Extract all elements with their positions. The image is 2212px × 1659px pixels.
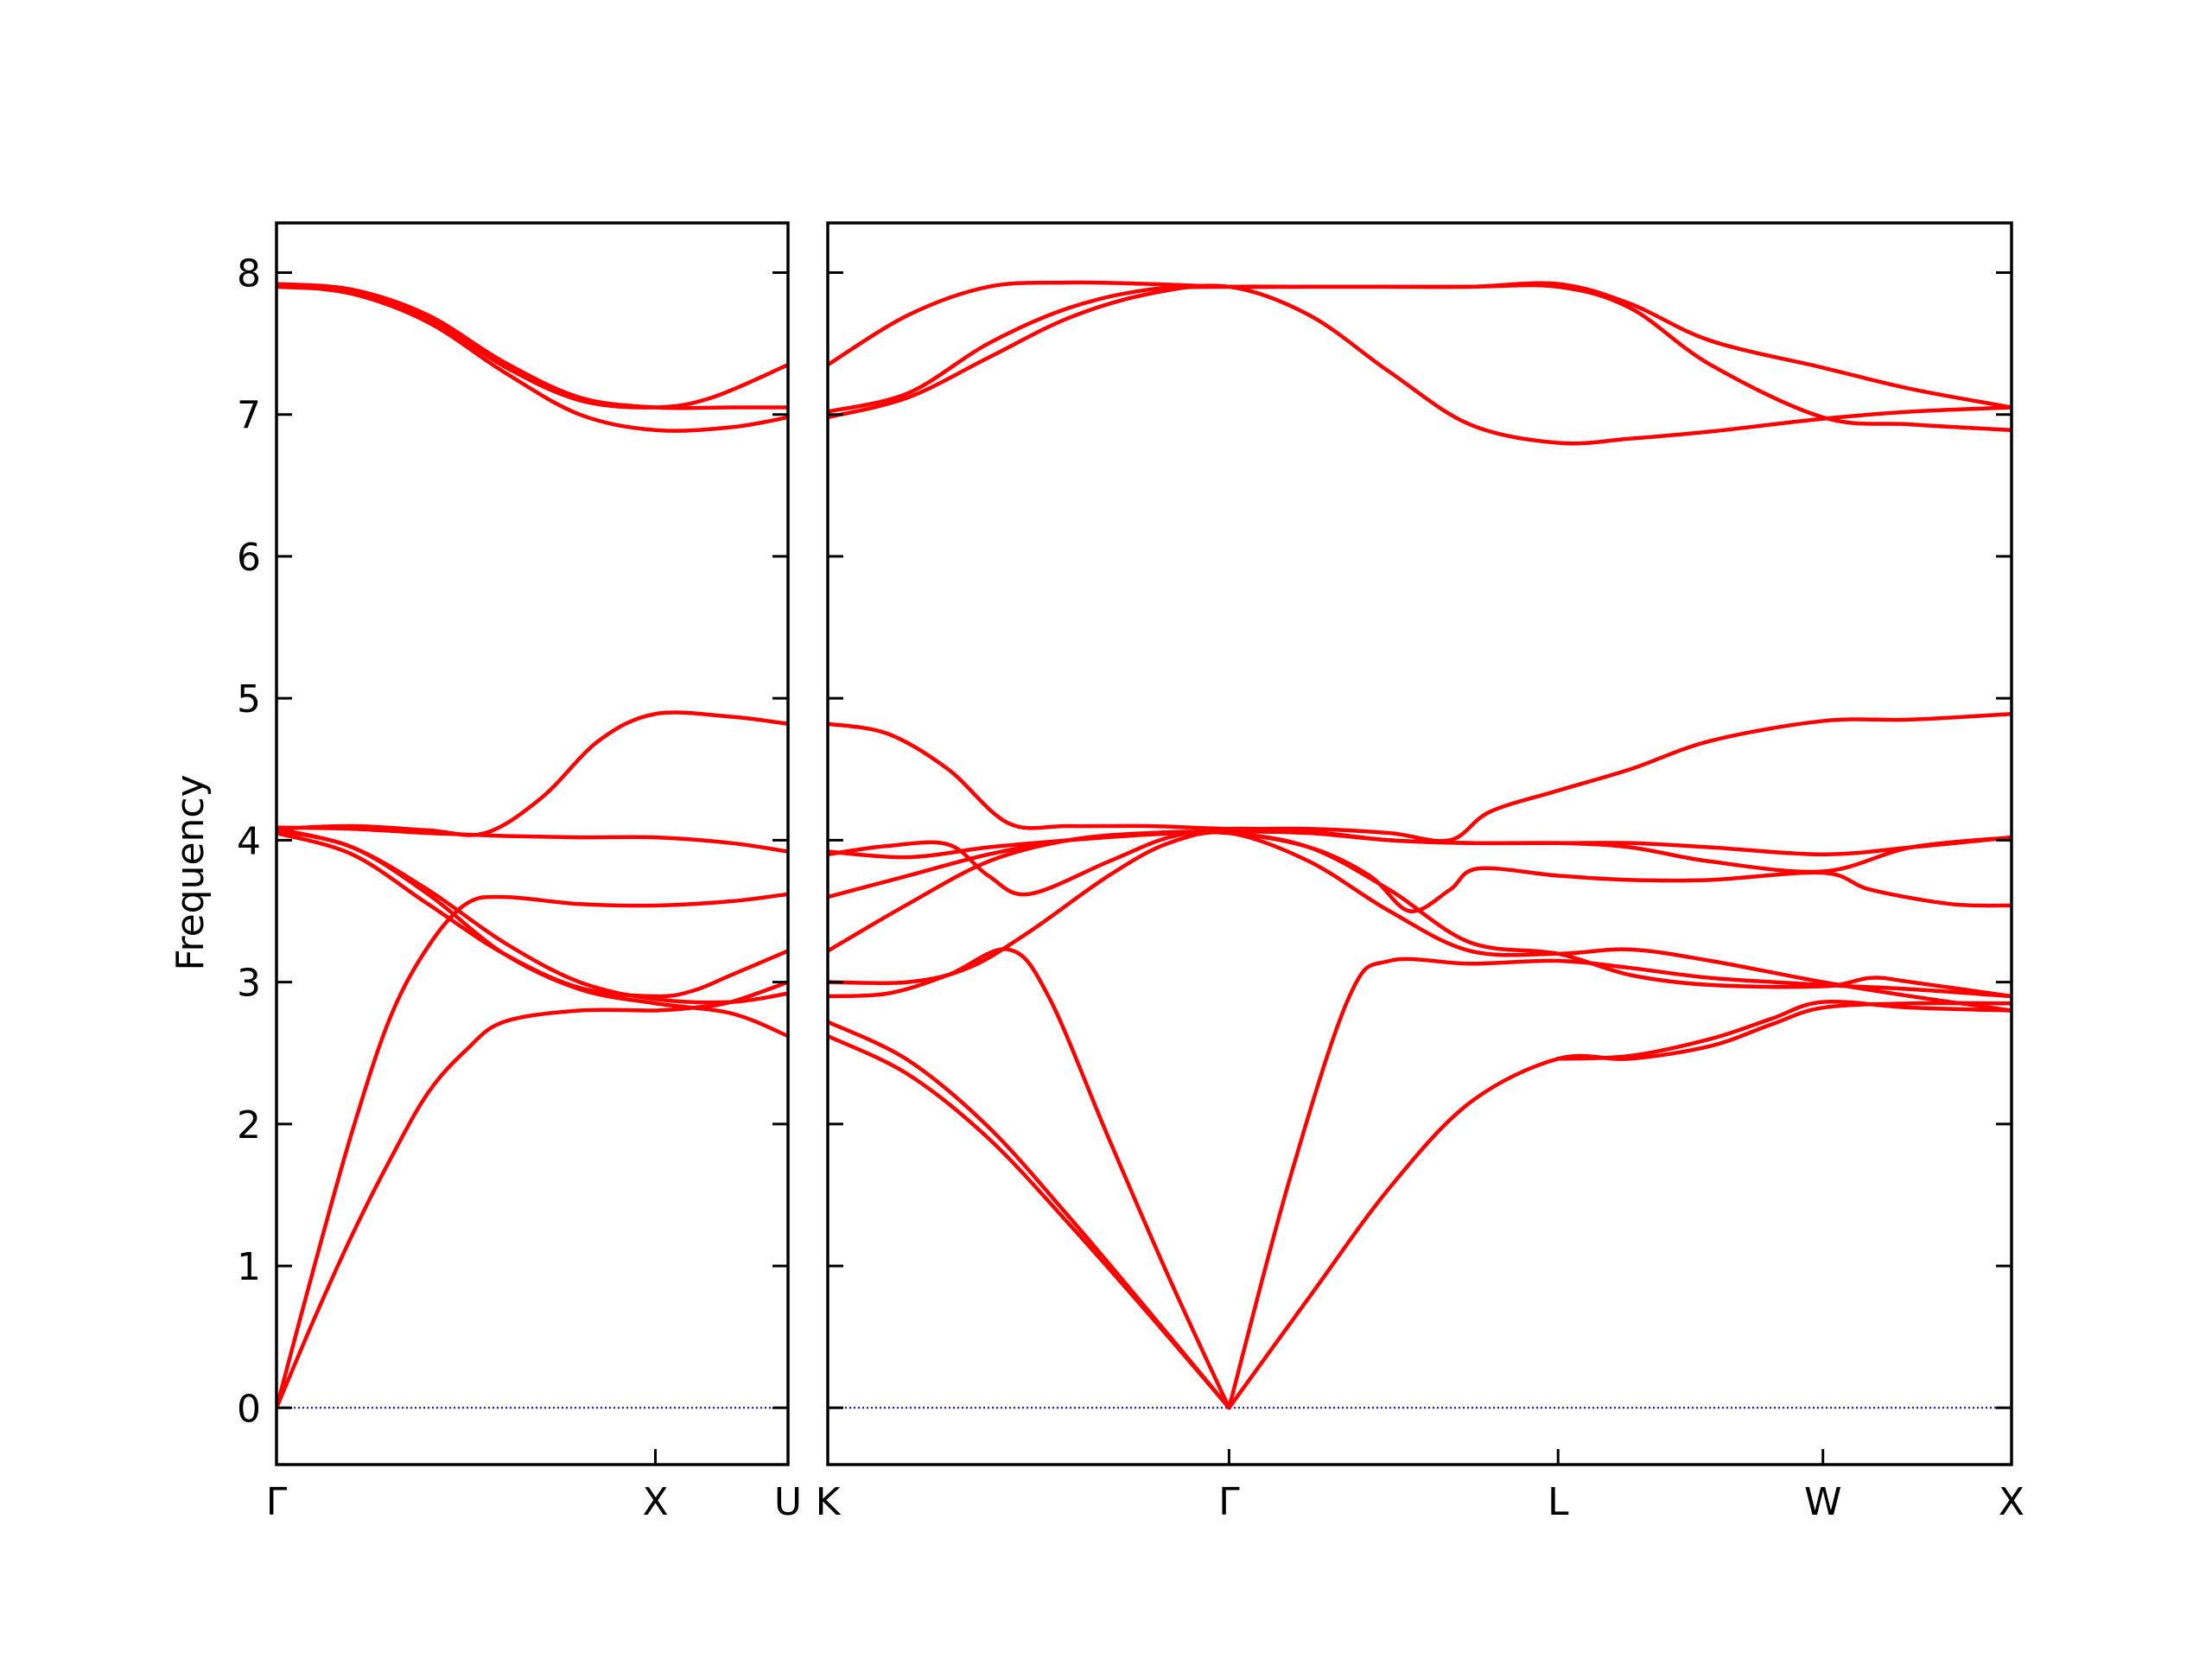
y-tick-label: 4 <box>237 819 261 863</box>
x-tick-label: X <box>642 1480 668 1524</box>
band-line <box>276 825 788 854</box>
band-line <box>828 1020 1231 1410</box>
band-line <box>828 283 2012 446</box>
y-tick-label: 0 <box>237 1387 261 1431</box>
band-line <box>276 710 788 837</box>
band-line <box>276 892 788 1410</box>
band-line <box>1227 1001 2012 1410</box>
bands-group <box>276 282 788 1410</box>
band-line <box>276 980 788 1410</box>
y-tick-label: 7 <box>237 394 261 438</box>
band-line <box>1555 999 2012 1061</box>
y-tick-label: 5 <box>237 677 261 721</box>
x-tick-label: L <box>1548 1480 1569 1524</box>
panel-frame <box>275 221 790 1466</box>
x-tick-label: Γ <box>266 1480 288 1524</box>
y-tick-label: 3 <box>237 962 261 1006</box>
band-line <box>828 830 2012 999</box>
band-line <box>1227 957 2012 1410</box>
y-tick-label: 1 <box>237 1245 261 1289</box>
band-line <box>828 830 2012 1013</box>
band-line <box>276 284 788 410</box>
x-tick-label: W <box>1804 1480 1842 1524</box>
band-line <box>276 828 788 1039</box>
x-tick-label: X <box>1999 1480 2024 1524</box>
band-line <box>828 830 2012 874</box>
x-tick-label: U <box>774 1480 802 1524</box>
y-tick-label: 2 <box>237 1103 261 1147</box>
y-axis-label: Frequency <box>168 774 213 970</box>
panel-left: 0 1 2 3 4 5 6 7 8 Γ X U <box>237 221 802 1524</box>
y-tick-label: 6 <box>237 536 261 580</box>
band-line <box>828 1033 1231 1410</box>
x-tick-label: K <box>816 1480 842 1524</box>
band-line <box>828 711 2012 843</box>
y-tick-label: 8 <box>237 251 261 296</box>
band-line <box>828 283 2012 433</box>
panel-frame <box>826 221 2013 1466</box>
band-line <box>828 280 2012 410</box>
x-tick-label: Γ <box>1218 1480 1240 1524</box>
band-line <box>828 947 1231 1410</box>
bands-group <box>828 280 2012 1410</box>
band-line <box>276 282 788 410</box>
